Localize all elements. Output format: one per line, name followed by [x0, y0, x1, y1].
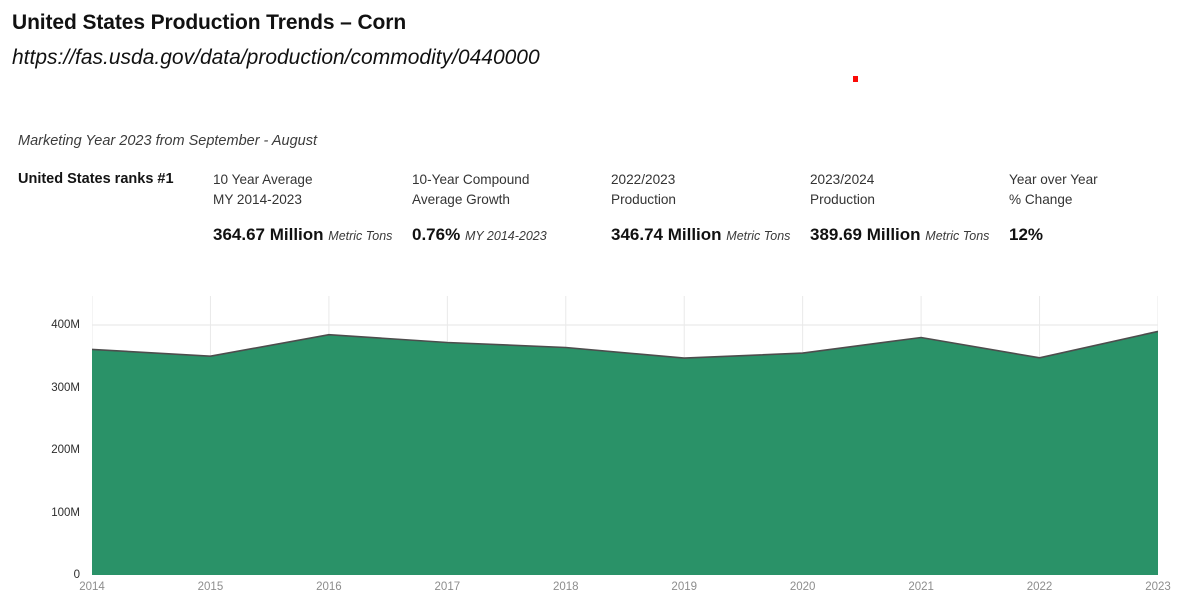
- stat-heading-line2: Average Growth: [412, 192, 510, 207]
- area-series-fill: [92, 331, 1158, 575]
- stat-heading: 2023/2024 Production: [810, 170, 1008, 210]
- stat-heading-line1: 2023/2024: [810, 172, 875, 187]
- stat-value-unit: Metric Tons: [925, 229, 990, 243]
- x-axis-tick-label: 2021: [908, 581, 934, 593]
- stat-heading-line1: 2022/2023: [611, 172, 676, 187]
- stat-heading-line2: MY 2014-2023: [213, 192, 302, 207]
- stat-card-year-over-year-change: Year over Year % Change 12%: [1009, 170, 1185, 250]
- stat-card-compound-growth: 10-Year Compound Average Growth 0.76% MY…: [412, 170, 610, 250]
- x-axis-tick-label: 2023: [1145, 581, 1171, 593]
- marketing-year-label: Marketing Year 2023 from September - Aug…: [18, 133, 318, 149]
- stat-heading: Year over Year % Change: [1009, 170, 1185, 210]
- stat-value-unit: Metric Tons: [726, 229, 791, 243]
- area-chart-svg: [92, 296, 1158, 575]
- stat-value-number: 346.74 Million: [611, 225, 722, 244]
- y-axis-tick-label: 300M: [51, 381, 80, 394]
- stat-value: 12%: [1009, 221, 1185, 250]
- chart-plot-area: [92, 296, 1158, 575]
- stat-heading-line1: Year over Year: [1009, 172, 1098, 187]
- stat-value: 0.76% MY 2014-2023: [412, 221, 610, 250]
- y-axis-tick-label: 0: [73, 569, 80, 581]
- stat-value-number: 0.76%: [412, 225, 461, 244]
- stat-heading-line1: 10 Year Average: [213, 172, 313, 187]
- y-axis-tick-label: 400M: [51, 319, 80, 331]
- y-axis-tick-label: 200M: [51, 444, 80, 456]
- stat-card-2023-2024-production: 2023/2024 Production 389.69 Million Metr…: [810, 170, 1008, 250]
- y-axis-tick-label: 100M: [51, 506, 80, 519]
- stat-heading-line2: Production: [810, 192, 875, 207]
- x-axis-tick-label: 2018: [552, 581, 579, 593]
- stat-value-unit: MY 2014-2023: [464, 229, 547, 243]
- x-axis-tick-label: 2019: [671, 581, 698, 593]
- stat-card-2022-2023-production: 2022/2023 Production 346.74 Million Metr…: [611, 170, 809, 250]
- y-axis-ticks: 0 100M 200M 300M 400M: [22, 296, 80, 610]
- x-axis-tick-label: 2014: [79, 581, 105, 593]
- x-axis-tick-label: 2016: [316, 581, 342, 593]
- stat-value-unit: Metric Tons: [328, 229, 393, 243]
- stat-heading: 10-Year Compound Average Growth: [412, 170, 610, 210]
- stat-card-ten-year-average: 10 Year Average MY 2014-2023 364.67 Mill…: [213, 170, 411, 250]
- area-series-line: [92, 330, 1158, 359]
- x-axis-tick-label: 2017: [434, 581, 461, 593]
- stat-heading: 10 Year Average MY 2014-2023: [213, 170, 411, 210]
- page-title: United States Production Trends – Corn: [12, 11, 407, 34]
- stats-row: 10 Year Average MY 2014-2023 364.67 Mill…: [0, 170, 1185, 280]
- source-url: https://fas.usda.gov/data/production/com…: [12, 46, 540, 69]
- stat-value: 364.67 Million Metric Tons: [213, 221, 411, 250]
- stat-value: 346.74 Million Metric Tons: [611, 221, 809, 250]
- stat-heading-line1: 10-Year Compound: [412, 172, 530, 187]
- x-axis-tick-label: 2015: [197, 581, 224, 593]
- stat-value-number: 389.69 Million: [810, 225, 921, 244]
- stat-heading-line2: % Change: [1009, 192, 1073, 207]
- stat-value-number: 12%: [1009, 225, 1044, 244]
- country-rank-label: United States ranks #1: [18, 171, 174, 187]
- stat-heading: 2022/2023 Production: [611, 170, 809, 210]
- stat-value: 389.69 Million Metric Tons: [810, 221, 1008, 250]
- stat-value-number: 364.67 Million: [213, 225, 324, 244]
- x-axis-tick-label: 2022: [1026, 581, 1053, 593]
- x-axis-tick-label: 2020: [789, 581, 816, 593]
- red-marker-icon: [853, 76, 858, 82]
- stat-heading-line2: Production: [611, 192, 676, 207]
